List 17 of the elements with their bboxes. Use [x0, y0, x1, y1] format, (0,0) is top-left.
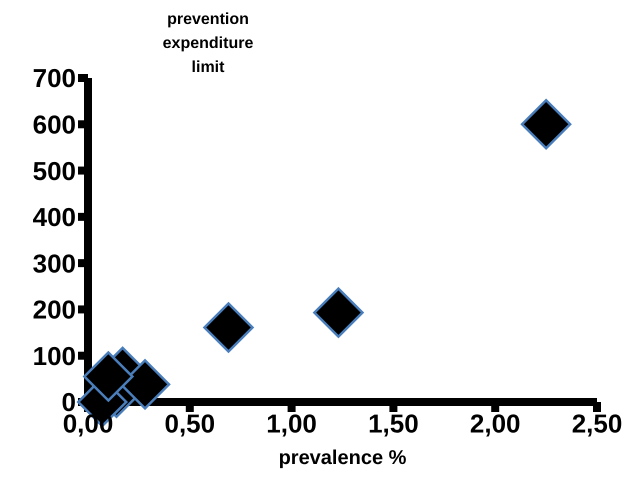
- point: [203, 302, 254, 353]
- x-tick-label: 1,50: [368, 408, 419, 438]
- y-tick-label: 200: [32, 294, 76, 325]
- x-tick-label: 2,00: [470, 408, 521, 438]
- point: [520, 99, 572, 150]
- y-tick-label: 300: [32, 248, 76, 278]
- x-tick-label: 0,50: [164, 408, 216, 438]
- y-tick-label: 400: [32, 202, 76, 232]
- y-tick-label: 100: [32, 340, 76, 371]
- y-axis-title: prevention expenditure limit: [162, 10, 254, 78]
- y-tick-label: 600: [32, 110, 76, 140]
- y-tick-label: 700: [32, 63, 76, 94]
- point: [313, 287, 364, 338]
- y-tick-label: 500: [32, 156, 76, 186]
- x-tick-label: 1,00: [266, 408, 317, 438]
- x-axis-title: prevalence %: [278, 447, 407, 469]
- x-tick-label: 2,50: [572, 408, 622, 438]
